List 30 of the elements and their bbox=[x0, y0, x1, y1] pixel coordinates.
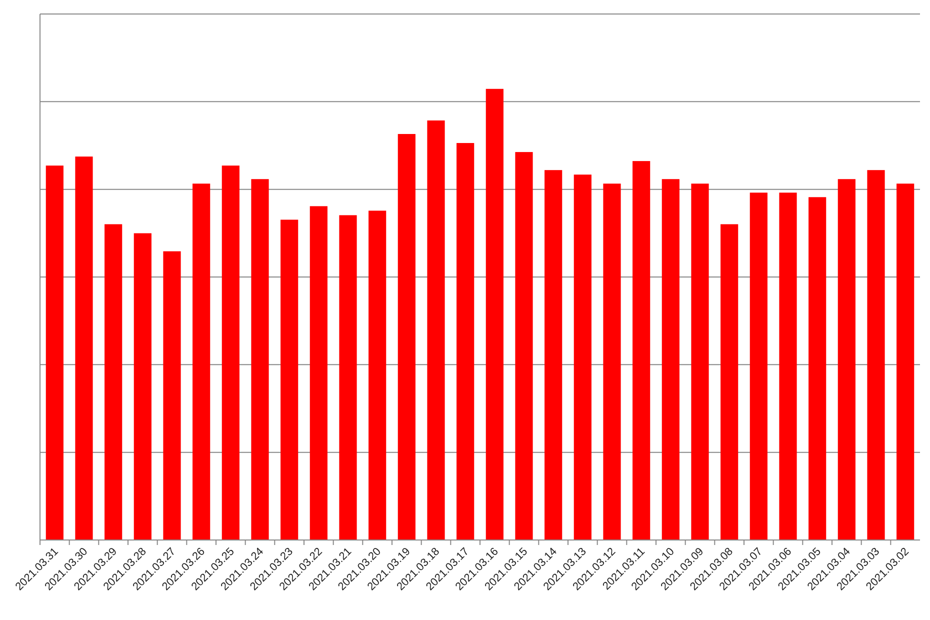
bar bbox=[310, 206, 328, 540]
bar bbox=[867, 170, 885, 540]
bar bbox=[222, 166, 240, 540]
bar bbox=[750, 192, 768, 540]
bar bbox=[398, 134, 416, 540]
bar bbox=[544, 170, 562, 540]
bar bbox=[339, 215, 357, 540]
bar bbox=[427, 120, 445, 540]
bar bbox=[192, 184, 210, 540]
bar bbox=[280, 220, 298, 540]
bar bbox=[368, 210, 386, 540]
bar bbox=[574, 174, 592, 540]
bar bbox=[515, 152, 533, 540]
bar bbox=[808, 197, 826, 540]
bar bbox=[691, 184, 709, 540]
bar bbox=[46, 166, 64, 540]
bar bbox=[662, 179, 680, 540]
bar bbox=[632, 161, 650, 540]
bar bbox=[456, 143, 474, 540]
bar bbox=[779, 192, 797, 540]
bar bbox=[896, 184, 914, 540]
bar bbox=[486, 88, 504, 540]
bar bbox=[75, 156, 93, 540]
bar bbox=[838, 179, 856, 540]
bar bbox=[720, 224, 738, 540]
bar bbox=[603, 184, 621, 540]
bar bbox=[104, 224, 122, 540]
bar bbox=[134, 233, 152, 540]
bar bbox=[163, 251, 181, 540]
bar bbox=[251, 179, 269, 540]
